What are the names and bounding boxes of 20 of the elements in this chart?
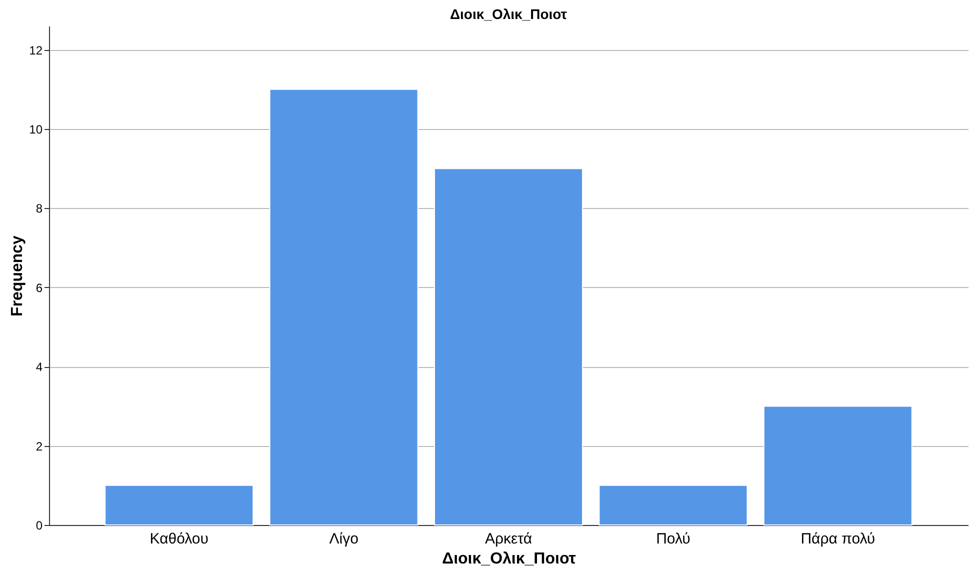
y-tick-label: 8 (36, 202, 43, 216)
x-tick-label: Λίγο (329, 530, 358, 548)
y-tick-label: 4 (36, 360, 43, 374)
bar (598, 484, 748, 526)
x-axis-title: Διοικ_Ολικ_Ποιοτ (442, 550, 576, 568)
y-tick-label: 6 (36, 280, 43, 295)
y-axis-title: Frequency (9, 235, 26, 316)
y-tick-label: 10 (29, 122, 43, 136)
y-tick-label: 12 (29, 43, 43, 58)
y-tick-label: 2 (36, 439, 43, 454)
x-tick-label: Καθόλου (150, 530, 208, 548)
bar (104, 484, 254, 526)
bar (269, 88, 418, 526)
x-tick-label: Πολύ (656, 530, 690, 548)
x-tick-label: Αρκετά (484, 530, 532, 548)
x-tick-label: Πάρα πολύ (800, 530, 876, 548)
bar (763, 406, 912, 526)
y-tick-label: 0 (36, 518, 43, 532)
bar (434, 168, 583, 526)
chart-title: Διοικ_Ολικ_Ποιοτ (450, 6, 568, 22)
